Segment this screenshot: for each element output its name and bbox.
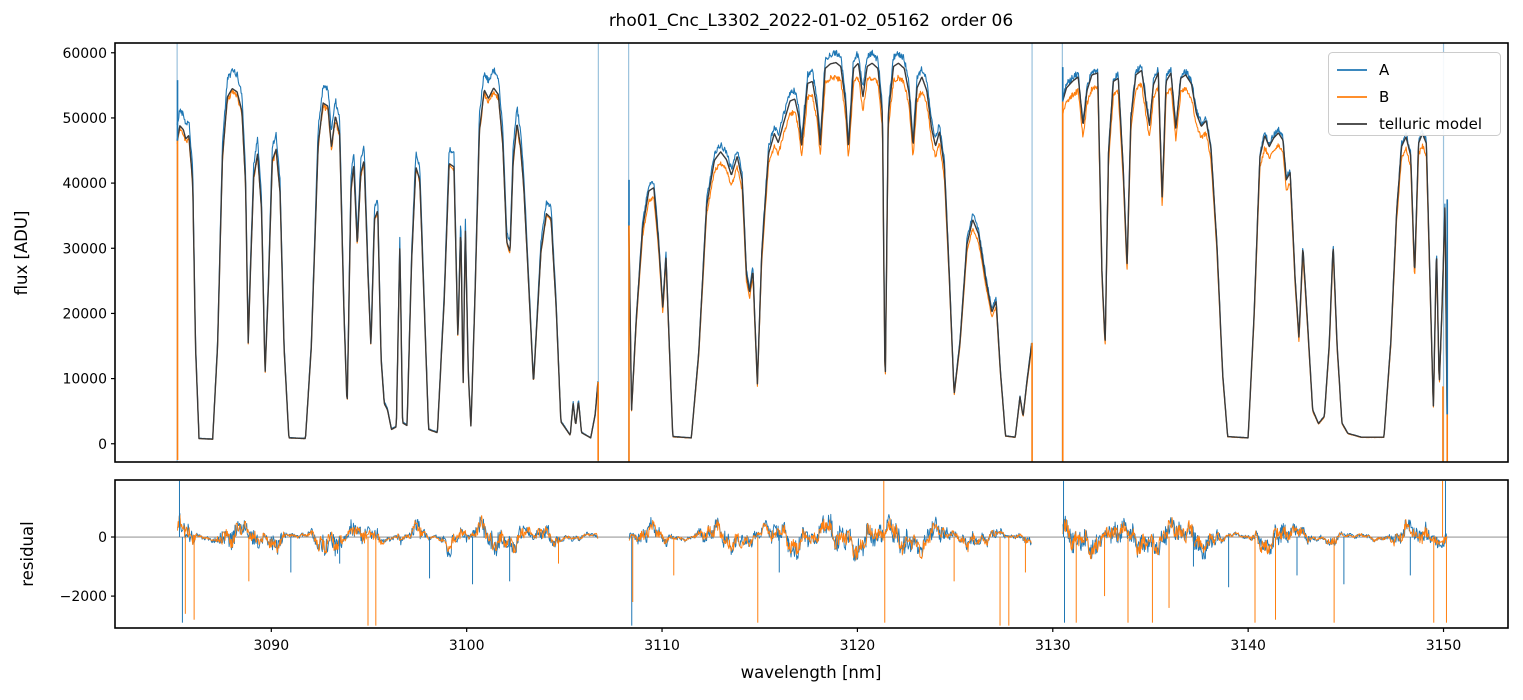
- flux-y-tick-label: 30000: [62, 241, 107, 257]
- residual-panel: [114, 479, 1509, 629]
- residual-b-line: [1062, 516, 1448, 560]
- flux-y-tick-label: 10000: [62, 372, 107, 388]
- legend-entry-b: B: [1337, 88, 1389, 106]
- residual-y-axis-label: residual: [18, 521, 37, 586]
- legend-label-a: A: [1379, 61, 1390, 79]
- residual-panel-spine: [114, 479, 1509, 629]
- residual-a-line: [177, 513, 599, 558]
- residual-y-tick-label: −2000: [60, 589, 107, 605]
- x-axis-tick-label: 3090: [253, 638, 289, 654]
- legend-label-telluric-model: telluric model: [1379, 115, 1482, 133]
- legend: A B telluric model: [1328, 52, 1501, 136]
- flux-series-group: [176, 49, 1449, 462]
- residual-b-line: [628, 518, 1032, 561]
- x-axis-tick-label: 3140: [1230, 638, 1266, 654]
- x-axis-tick-label: 3110: [644, 638, 680, 654]
- telluric-model-line: [628, 61, 1033, 439]
- x-axis-tick-label: 3120: [840, 638, 876, 654]
- axis-ticks: 3090 3100 3110 3120 3130 3140 3150 0 10000 20000 3…: [60, 46, 1462, 654]
- x-axis-tick-label: 3130: [1035, 638, 1071, 654]
- legend-box: [1328, 52, 1501, 136]
- flux-y-tick-label: 0: [98, 437, 107, 453]
- flux-y-tick-label: 60000: [62, 46, 107, 62]
- flux-y-tick-label: 50000: [62, 111, 107, 127]
- x-axis-tick-label: 3150: [1426, 638, 1462, 654]
- telluric-model-line: [1061, 69, 1448, 439]
- chart-title: rho01_Cnc_L3302_2022-01-02_05162 order 0…: [609, 11, 1013, 31]
- x-axis-tick-label: 3100: [449, 638, 485, 654]
- legend-entry-telluric-model: telluric model: [1337, 115, 1482, 133]
- legend-entry-a: A: [1337, 61, 1390, 79]
- residual-b-line: [177, 514, 599, 554]
- flux-panel-spine: [114, 42, 1509, 463]
- telluric-model-line: [176, 87, 599, 440]
- flux-y-axis-label: flux [ADU]: [12, 211, 31, 296]
- flux-y-tick-label: 40000: [62, 176, 107, 192]
- residual-series-group: [115, 480, 1508, 626]
- legend-label-b: B: [1379, 88, 1389, 106]
- residual-y-tick-label: 0: [98, 530, 107, 546]
- flux-y-tick-label: 20000: [62, 306, 107, 322]
- x-axis-label: wavelength [nm]: [741, 663, 882, 682]
